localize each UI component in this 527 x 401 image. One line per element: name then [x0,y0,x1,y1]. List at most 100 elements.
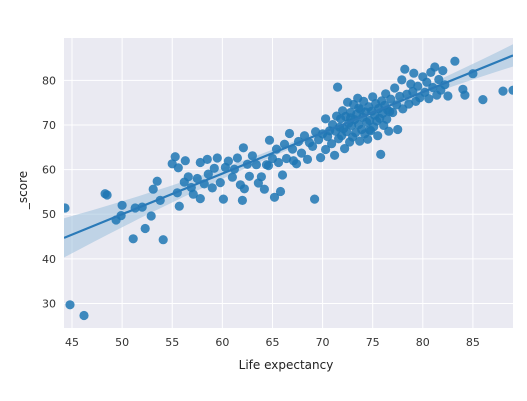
data-point [140,223,150,234]
data-point [215,178,225,188]
data-point [424,94,434,104]
data-point [354,103,364,113]
data-point [508,85,513,95]
data-point [152,176,162,186]
data-point [102,190,112,200]
x-tick-labels: 45 50 55 60 65 70 75 80 85 [65,336,480,349]
y-tick-label: 80 [42,74,56,87]
data-point [302,154,313,164]
data-point [259,184,269,194]
data-point [247,151,257,161]
data-point [373,131,383,141]
data-point [281,153,292,164]
data-point [299,131,310,141]
data-point [409,68,419,78]
x-tick-label: 85 [466,336,480,349]
x-axis-label: Life expectancy [239,358,334,372]
data-point [275,186,286,197]
data-point [406,79,416,89]
data-point [460,90,470,100]
data-point [251,160,261,170]
data-points [64,56,513,321]
data-point [413,81,423,91]
data-point [148,184,158,194]
data-point [203,169,213,179]
data-point [263,161,274,171]
data-point [382,114,392,124]
data-point [376,149,386,159]
data-point [180,156,190,166]
data-point [158,235,168,245]
data-point [327,139,337,149]
data-point [478,95,488,105]
data-point [65,300,75,310]
x-tick-label: 55 [165,336,179,349]
x-tick-label: 75 [366,336,380,349]
y-tick-label: 60 [42,164,56,177]
data-point [342,127,352,137]
data-point [64,203,70,213]
data-point [365,125,375,135]
y-tick-label: 50 [42,208,56,221]
data-point [443,91,453,101]
data-point [79,310,89,321]
data-point [321,114,331,124]
data-point [363,134,373,144]
data-point [256,172,266,182]
data-point [170,152,180,162]
data-point [277,170,288,180]
data-point [209,163,219,173]
regression-line-group [64,54,513,239]
data-point [269,192,280,202]
data-point [395,91,405,101]
data-point [434,74,444,85]
data-point [188,189,198,199]
data-point [264,135,275,145]
data-point [227,172,237,182]
data-point [400,64,410,74]
y-tick-label: 30 [42,297,56,310]
data-point [202,154,212,164]
y-tick-labels: 30 40 50 60 70 80 [42,74,56,310]
data-point [450,56,460,66]
data-point [212,153,222,163]
data-point [310,194,320,204]
y-tick-label: 70 [42,119,56,132]
grid-lines [64,38,513,328]
x-tick-label: 65 [265,336,279,349]
data-point [173,163,183,173]
data-point [393,124,403,135]
data-point [404,99,414,109]
data-point [438,66,448,76]
data-point [273,157,284,168]
data-point [128,234,138,244]
data-point [386,94,396,104]
data-point [397,75,407,85]
data-point [207,183,217,193]
data-point [422,77,432,87]
data-point [195,157,205,168]
x-tick-label: 50 [115,336,129,349]
data-point [355,136,365,146]
data-point [218,194,228,204]
data-point [291,159,302,169]
data-point [340,144,350,154]
data-point [192,173,202,184]
data-point [238,143,248,153]
data-point [195,194,205,204]
data-point [385,107,395,117]
data-point [174,201,184,211]
data-point [333,82,343,92]
data-point [284,128,295,139]
x-tick-label: 60 [215,336,229,349]
data-point [183,172,193,182]
data-point [390,83,400,93]
data-point [239,184,249,194]
data-point [237,195,247,205]
regression-line [64,54,513,239]
data-point [146,211,156,221]
data-point [316,153,326,163]
y-tick-label: 40 [42,253,56,266]
data-point [321,144,331,155]
data-point [430,62,440,72]
